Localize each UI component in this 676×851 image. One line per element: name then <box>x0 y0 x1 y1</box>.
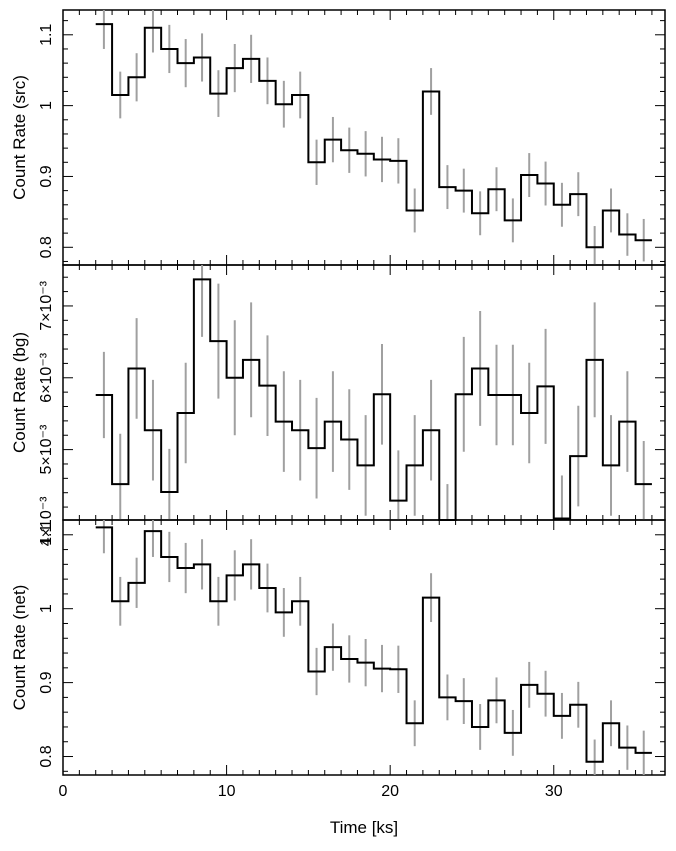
panel-bg-y-ticks: 4×10⁻³ 5×10⁻³ 6×10⁻³ 7×10⁻³ <box>38 276 665 546</box>
panel-src-y-tick-label: 1.1 <box>38 24 55 46</box>
panel-bg-x-ticks <box>62 265 653 520</box>
panel-net-y-ticks: 0.8 0.9 1 1.1 <box>38 519 665 772</box>
panel-bg-ylabel: Count Rate (bg) <box>10 332 29 453</box>
panel-bg-errorbars <box>102 265 645 520</box>
panel-src-x-ticks <box>62 10 653 265</box>
panel-src-y-tick-label: 0.9 <box>38 165 55 187</box>
panel-src-errorbars <box>102 10 645 265</box>
panel-net-y-tick-label: 1.1 <box>38 524 55 546</box>
panel-bg: 4×10⁻³ 5×10⁻³ 6×10⁻³ 7×10⁻³ Count Rate (bg) <box>10 264 666 546</box>
panel-bg-line <box>95 278 652 521</box>
panel-net-x-ticks: 0 10 20 30 <box>59 520 653 800</box>
panel-net-frame <box>62 519 666 776</box>
x-tick-label: 10 <box>218 783 236 800</box>
x-tick-label: 0 <box>59 783 68 800</box>
panel-src-y-tick-label: 0.8 <box>38 236 55 258</box>
panel-src-ylabel: Count Rate (src) <box>10 75 29 200</box>
panel-net-y-tick-label: 0.8 <box>38 745 55 767</box>
panel-bg-y-tick-label: 6×10⁻³ <box>38 352 55 402</box>
panel-net-y-tick-label: 0.9 <box>38 671 55 693</box>
x-tick-label: 20 <box>381 783 399 800</box>
panel-src: 0.8 0.9 1 1.1 Count Rate (src) <box>10 9 666 266</box>
panel-bg-y-tick-label: 5×10⁻³ <box>38 424 55 474</box>
x-axis-label: Time [ks] <box>330 818 398 837</box>
panel-src-y-ticks: 0.8 0.9 1 1.1 <box>38 20 665 262</box>
panel-net-ylabel: Count Rate (net) <box>10 585 29 711</box>
panel-net: 0.8 0.9 1 1.1 0 10 20 30 Count Rate (net) <box>10 519 666 800</box>
x-tick-label: 30 <box>545 783 563 800</box>
panel-bg-y-tick-label: 7×10⁻³ <box>38 280 55 330</box>
panel-net-errorbars <box>102 520 645 775</box>
panel-src-y-tick-label: 1 <box>38 101 55 110</box>
panel-net-line <box>95 526 652 763</box>
panel-src-line <box>95 23 652 249</box>
panel-bg-y-tick-label: 4×10⁻³ <box>38 496 55 546</box>
panel-net-y-tick-label: 1 <box>38 604 55 613</box>
